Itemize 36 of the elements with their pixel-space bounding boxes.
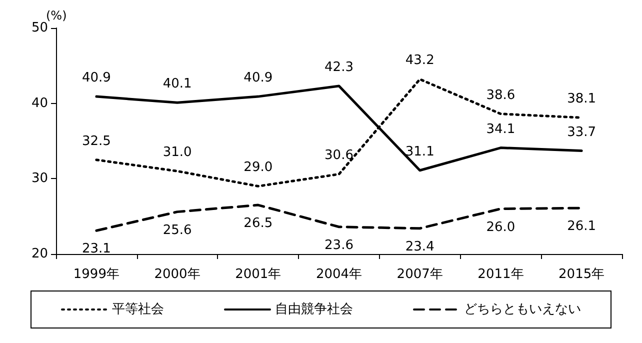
y-tick-label: 30 [31, 171, 48, 186]
data-label: 40.1 [162, 76, 192, 92]
x-tick-label: 2007年 [396, 267, 443, 282]
x-tick-label: 1999年 [73, 267, 120, 282]
data-label: 38.1 [567, 92, 596, 107]
y-tick-label: 40 [31, 96, 48, 111]
data-label: 42.3 [324, 60, 354, 76]
data-label: 26.0 [486, 220, 516, 235]
legend-label: 平等社会 [112, 302, 164, 317]
data-label: 40.9 [244, 70, 273, 86]
data-label: 38.6 [486, 88, 516, 103]
data-label: 34.1 [486, 122, 516, 137]
data-label: 31.0 [162, 145, 192, 160]
data-label: 23.1 [82, 242, 111, 257]
data-label: 26.5 [244, 216, 273, 232]
data-label: 26.1 [567, 219, 596, 234]
x-tick-label: 2015年 [558, 267, 605, 282]
data-label: 33.7 [567, 124, 596, 140]
y-tick-label: 20 [31, 246, 48, 262]
x-tick-label: 2004年 [316, 267, 362, 282]
data-label: 30.6 [324, 148, 354, 164]
y-tick-label: 50 [31, 20, 48, 36]
data-label: 40.9 [82, 70, 111, 86]
x-tick-label: 2001年 [235, 267, 282, 282]
x-tick-label: 2000年 [154, 267, 200, 282]
data-label: 23.6 [324, 238, 354, 253]
legend-label: どちらともいえない [464, 302, 581, 317]
data-label: 32.5 [82, 134, 111, 149]
x-tick-label: 2011年 [478, 267, 524, 282]
y-axis-title: (%) [46, 8, 67, 23]
data-label: 29.0 [244, 160, 273, 176]
legend-label: 自由競争社会 [275, 302, 353, 317]
data-label: 25.6 [162, 222, 192, 238]
data-label: 23.4 [405, 239, 434, 254]
data-label: 43.2 [405, 53, 434, 68]
data-label: 31.1 [405, 144, 434, 160]
